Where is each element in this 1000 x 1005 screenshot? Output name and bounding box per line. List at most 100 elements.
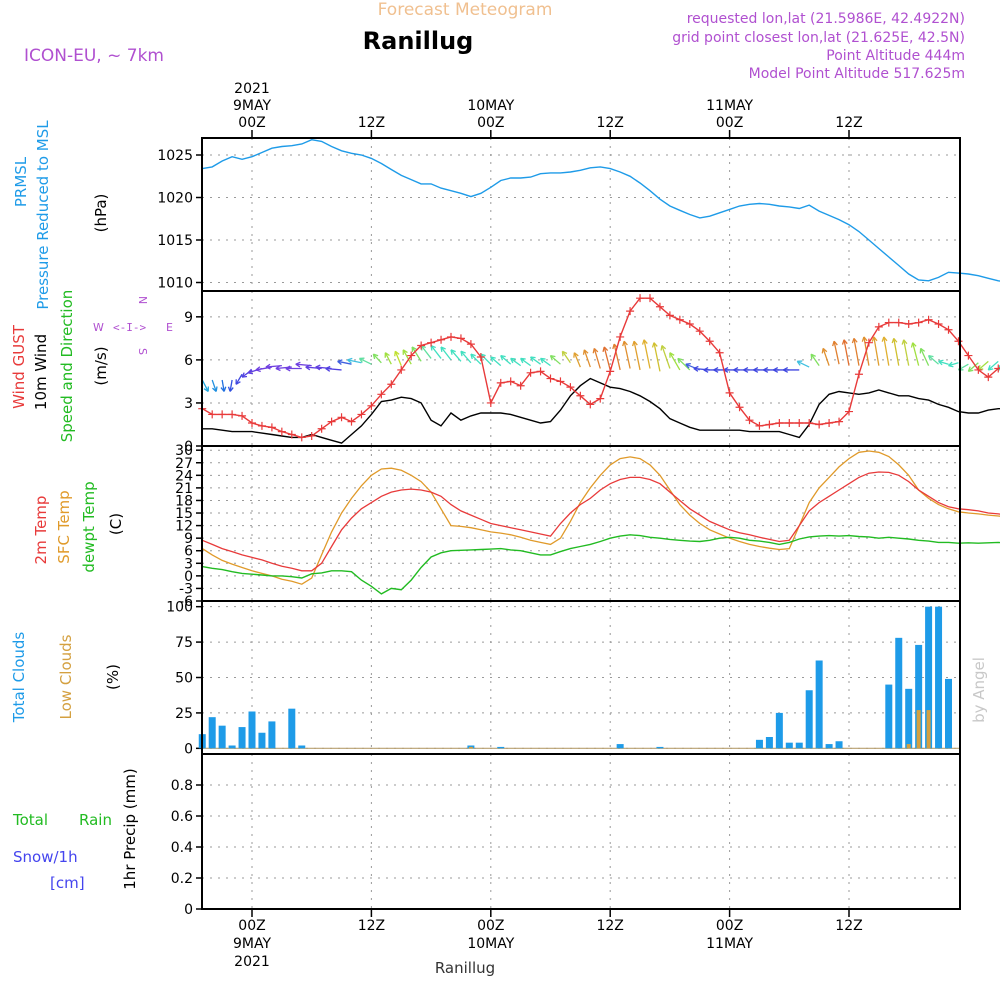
wind-gust-marker	[457, 334, 465, 342]
wind-arrow-shaft	[421, 346, 431, 359]
wind-direction-arrow	[783, 368, 799, 373]
wind-gust-marker	[875, 323, 883, 331]
wind-gust-marker	[278, 428, 286, 436]
wind-direction-arrow	[811, 354, 819, 365]
pressure-line	[202, 140, 1000, 283]
wind-arrow-head	[348, 358, 353, 359]
wind-direction-arrow	[531, 357, 541, 364]
location-title: Ranillug	[363, 27, 474, 55]
wind-arrow-shaft	[624, 341, 630, 368]
wind-direction-arrow	[202, 380, 208, 391]
wind-arrow-shaft	[874, 337, 879, 366]
wind-gust-marker	[825, 419, 833, 427]
wind-arrow-shaft	[461, 351, 471, 362]
y-tick-label: 1020	[157, 191, 193, 207]
temp-dewpt-label: dewpt Temp	[80, 481, 98, 572]
temp-2m-line	[202, 472, 1000, 571]
wind-arrow-shaft	[634, 341, 640, 370]
total-clouds-bar	[945, 679, 952, 748]
total-clouds-bar	[806, 690, 813, 748]
total-clouds-bar	[905, 689, 912, 749]
wind-gust-marker	[775, 419, 783, 427]
wind-arrow-shaft	[662, 346, 670, 369]
y-tick-label: 1025	[157, 148, 193, 164]
wind-arrow-head	[541, 358, 546, 359]
wind-gust-marker	[915, 319, 923, 327]
low-clouds-bar	[907, 744, 911, 748]
total-clouds-bar	[885, 685, 892, 749]
total-clouds-bar	[826, 744, 833, 748]
bottom-time-label: 10MAY	[467, 936, 514, 952]
wind-direction-arrow	[852, 338, 859, 365]
wind-gust-marker	[795, 419, 803, 427]
wind-gust-marker	[935, 320, 943, 328]
wind-direction-arrow	[421, 346, 431, 359]
author-signature: by Angel	[970, 657, 988, 723]
wind-direction-arrow	[491, 357, 501, 366]
wind-gust-marker	[497, 379, 505, 387]
footer-location: Ranillug	[435, 959, 495, 977]
top-time-label: 12Z	[596, 115, 623, 131]
wind-gust-marker	[228, 410, 236, 418]
wind-arrow-shaft	[644, 340, 650, 369]
wind-direction-arrow	[633, 341, 640, 370]
wind-arrow-shaft	[441, 347, 451, 360]
bottom-time-label: 12Z	[835, 918, 862, 934]
wind-direction-arrow	[373, 354, 381, 363]
compass-east-label: E	[166, 321, 173, 334]
total-clouds-bar	[249, 712, 256, 749]
wind-arrow-shaft	[884, 337, 889, 366]
panel-frame	[202, 446, 960, 601]
wind-gust-marker	[885, 319, 893, 327]
total-clouds-bar	[816, 661, 823, 749]
wind-gust-marker	[487, 399, 495, 407]
prmsl-label: PRMSL	[12, 156, 30, 207]
total-clouds-bar	[288, 709, 295, 749]
total-clouds-bar	[776, 713, 783, 748]
wind-direction-arrow	[236, 374, 242, 384]
pressure-description-label: Pressure Reduced to MSL	[34, 120, 52, 310]
precip-labels: Total Rain Snow/1h [cm] 1hr Precip (mm)	[12, 768, 139, 892]
wind-direction-arrow	[902, 340, 908, 366]
y-tick-label: 0.4	[171, 840, 193, 856]
model-label: ICON-EU, ~ 7km	[24, 46, 164, 66]
wind-direction-arrow	[978, 361, 988, 370]
wind-direction-arrow	[872, 337, 879, 366]
wind-gust-marker	[218, 410, 226, 418]
total-rain-label: Total	[12, 811, 48, 829]
wind-direction-arrow	[461, 351, 471, 362]
wind-gust-marker	[765, 420, 773, 428]
wind-gust-marker	[785, 419, 793, 427]
wind-unit-label: (m/s)	[92, 346, 110, 385]
wind-gust-marker	[895, 319, 903, 327]
model-altitude: Model Point Altitude 517.625m	[749, 66, 965, 82]
bottom-time-label: 12Z	[358, 918, 385, 934]
panel-frame	[202, 754, 960, 909]
wind-direction-arrow	[541, 358, 551, 365]
wind-direction-arrow	[833, 341, 839, 364]
rain-label: Rain	[79, 811, 112, 829]
total-clouds-bar	[229, 746, 236, 749]
wind-direction-arrow	[920, 348, 928, 365]
low-clouds-bar	[927, 710, 931, 748]
wind-direction-arrow	[385, 353, 391, 364]
y-tick-label: 9	[184, 310, 193, 326]
wind-direction-arrow	[562, 351, 570, 362]
top-time-label: 11MAY	[706, 98, 753, 114]
wind-direction-arrow	[643, 340, 650, 369]
bottom-time-label: 00Z	[477, 918, 504, 934]
wind-direction-arrow	[212, 380, 217, 391]
y-tick-label: 0.6	[171, 809, 193, 825]
y-tick-label: 1010	[157, 276, 193, 292]
requested-coords: requested lon,lat (21.5986E, 42.4922N)	[687, 11, 965, 27]
wind-direction-arrow	[843, 340, 849, 366]
temperature-labels: 2m Temp SFC Temp dewpt Temp (C)	[32, 481, 125, 572]
wind-arrow-head	[228, 387, 230, 392]
forecast-title: Forecast Meteogram	[378, 0, 553, 20]
dewpt-temp-line	[202, 535, 1000, 594]
y-tick-label: 30	[175, 443, 193, 459]
bottom-time-label: 11MAY	[706, 936, 753, 952]
